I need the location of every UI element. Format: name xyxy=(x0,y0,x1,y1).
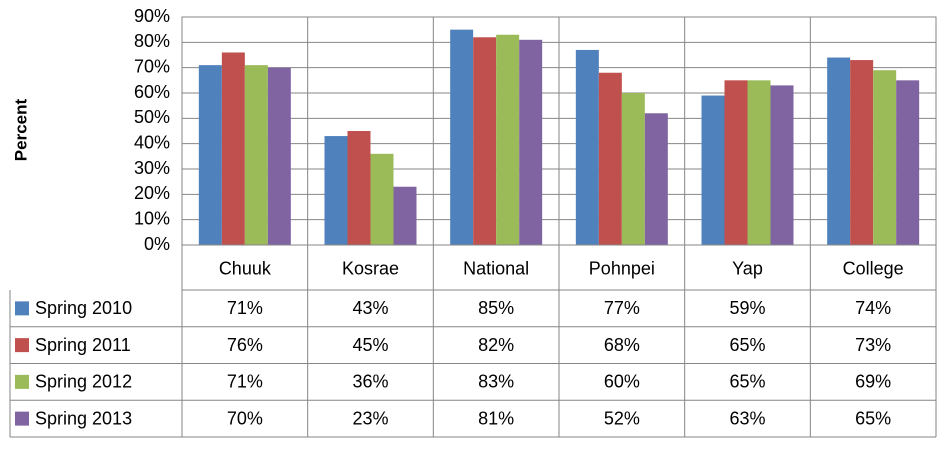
bar xyxy=(850,60,874,245)
legend-swatch xyxy=(15,301,29,316)
bar xyxy=(393,186,417,245)
bar xyxy=(896,80,920,245)
y-tick-label: 90% xyxy=(134,6,170,26)
legend-swatch xyxy=(15,338,29,353)
table-cell: 71% xyxy=(227,372,263,392)
legend-label: Spring 2011 xyxy=(35,335,131,355)
bar xyxy=(347,131,371,245)
legend-swatch xyxy=(15,374,29,389)
bar xyxy=(770,85,794,246)
legend-swatch xyxy=(15,411,29,426)
legend-label: Spring 2012 xyxy=(35,372,132,392)
bar xyxy=(473,37,497,246)
table-cell: 23% xyxy=(352,408,388,428)
table-cell: 73% xyxy=(855,335,891,355)
table-cell: 59% xyxy=(729,298,765,318)
y-tick-label: 30% xyxy=(134,158,170,178)
y-tick-label: 40% xyxy=(134,132,170,152)
table-cell: 82% xyxy=(478,335,514,355)
table-cell: 85% xyxy=(478,298,514,318)
y-tick-label: 50% xyxy=(134,107,170,127)
bar xyxy=(598,72,622,245)
y-tick-label: 80% xyxy=(134,31,170,51)
table-cell: 65% xyxy=(855,408,891,428)
legend-label: Spring 2013 xyxy=(35,408,132,428)
bar xyxy=(198,65,222,245)
bar xyxy=(519,39,543,245)
x-tick-label: Kosrae xyxy=(342,258,399,278)
table-cell: 71% xyxy=(227,298,263,318)
bar xyxy=(724,80,748,245)
table-cell: 43% xyxy=(352,298,388,318)
y-tick-label: 70% xyxy=(134,56,170,76)
table-cell: 52% xyxy=(604,408,640,428)
bar xyxy=(324,136,348,245)
bar xyxy=(701,95,725,246)
table-cell: 63% xyxy=(729,408,765,428)
bar xyxy=(496,34,520,245)
bar xyxy=(621,93,645,245)
bar xyxy=(644,113,668,246)
bar xyxy=(221,52,245,245)
table-cell: 76% xyxy=(227,335,263,355)
y-tick-label: 20% xyxy=(134,183,170,203)
bar xyxy=(873,70,897,245)
bar xyxy=(575,49,599,245)
table-cell: 45% xyxy=(352,335,388,355)
table-cell: 69% xyxy=(855,372,891,392)
x-tick-label: Yap xyxy=(732,258,763,278)
table-cell: 81% xyxy=(478,408,514,428)
legend-label: Spring 2010 xyxy=(35,298,132,318)
table-cell: 68% xyxy=(604,335,640,355)
table-cell: 77% xyxy=(604,298,640,318)
x-tick-label: Chuuk xyxy=(219,258,272,278)
table-cell: 70% xyxy=(227,408,263,428)
x-tick-label: Pohnpei xyxy=(589,258,655,278)
table-cell: 36% xyxy=(352,372,388,392)
table-cell: 65% xyxy=(729,335,765,355)
bar xyxy=(267,67,291,246)
table-cell: 60% xyxy=(604,372,640,392)
y-axis-label: Percent xyxy=(11,98,30,161)
bar xyxy=(450,29,474,245)
table-cell: 65% xyxy=(729,372,765,392)
bar xyxy=(244,65,268,245)
table-cell: 83% xyxy=(478,372,514,392)
table-cell: 74% xyxy=(855,298,891,318)
x-tick-label: National xyxy=(463,258,529,278)
y-tick-label: 0% xyxy=(144,234,170,254)
y-tick-label: 60% xyxy=(134,82,170,102)
x-tick-label: College xyxy=(843,258,904,278)
bar xyxy=(747,80,771,245)
y-tick-label: 10% xyxy=(134,208,170,228)
bar xyxy=(370,153,394,245)
bar xyxy=(827,57,851,246)
